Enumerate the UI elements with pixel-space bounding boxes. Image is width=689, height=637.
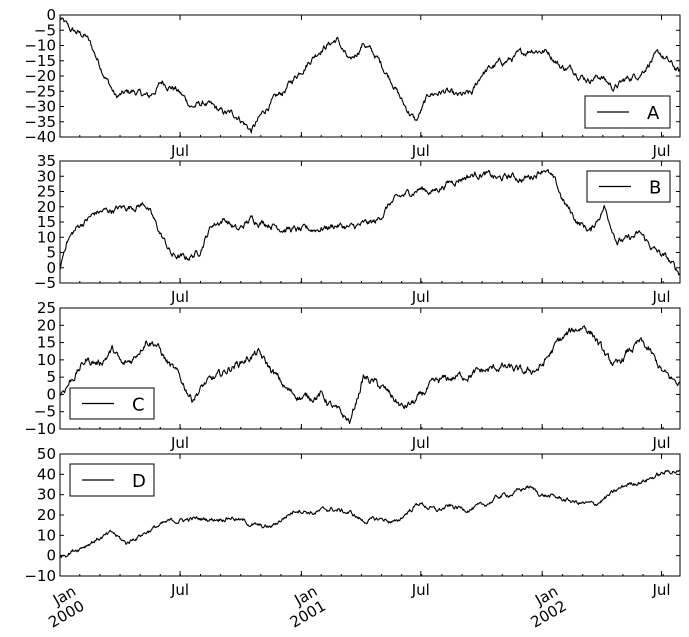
series-C-line: [59, 325, 681, 425]
plot-frame: [59, 453, 681, 577]
y-tick-label: 5: [46, 244, 56, 262]
y-tick-label: 15: [37, 334, 56, 352]
plot-frame: [59, 307, 681, 430]
y-tick-label: −5: [34, 403, 56, 421]
x-tick-label: Jul: [170, 288, 189, 306]
y-tick-label: 20: [37, 316, 56, 334]
x-tick-label: Jul: [651, 434, 670, 452]
y-tick-label: −10: [24, 567, 56, 585]
x-tick-label: Jul: [411, 581, 430, 599]
y-tick-label: 0: [46, 259, 56, 277]
series-B-line: [59, 169, 681, 276]
x-tick-label: Jul: [651, 288, 670, 306]
y-tick-label: −40: [24, 128, 56, 146]
y-tick-label: 20: [37, 198, 56, 216]
y-tick-label: 40: [37, 465, 56, 483]
x-tick-label: Jul: [651, 142, 670, 160]
y-tick-label: −20: [24, 67, 56, 85]
x-tick-label: Jul: [170, 581, 189, 599]
x-tick-label: Jul: [170, 142, 189, 160]
y-tick-label: 25: [37, 299, 56, 317]
series-D-line: [59, 469, 681, 558]
y-tick-label: 10: [37, 526, 56, 544]
y-tick-label: −30: [24, 98, 56, 116]
y-tick-label: 30: [37, 167, 56, 185]
y-tick-label: −35: [24, 113, 56, 131]
y-tick-label: 5: [46, 368, 56, 386]
plot-frame: [59, 14, 681, 138]
y-tick-label: −5: [34, 21, 56, 39]
x-tick-label: Jul: [651, 581, 670, 599]
y-tick-label: 0: [46, 547, 56, 565]
legend-label: A: [647, 103, 660, 124]
y-tick-label: 0: [46, 6, 56, 24]
x-tick-label: Jul: [411, 434, 430, 452]
y-tick-label: −10: [24, 37, 56, 55]
x-tick-label: Jul: [411, 288, 430, 306]
y-tick-label: −15: [24, 52, 56, 70]
y-tick-label: 10: [37, 351, 56, 369]
y-tick-label: 35: [37, 152, 56, 170]
y-tick-label: −25: [24, 82, 56, 100]
legend-label: C: [132, 395, 145, 416]
y-tick-label: 50: [37, 445, 56, 463]
y-tick-label: −10: [24, 420, 56, 438]
y-tick-label: 30: [37, 486, 56, 504]
x-tick-label: Jul: [411, 142, 430, 160]
y-tick-label: 10: [37, 228, 56, 246]
series-A-line: [59, 17, 681, 134]
y-tick-label: −5: [34, 274, 56, 292]
y-tick-label: 20: [37, 506, 56, 524]
y-tick-label: 0: [46, 385, 56, 403]
legend-label: B: [649, 178, 661, 199]
plot-frame: [59, 160, 681, 284]
y-tick-label: 15: [37, 213, 56, 231]
y-tick-label: 25: [37, 183, 56, 201]
x-tick-label: Jul: [170, 434, 189, 452]
legend-label: D: [132, 471, 146, 492]
